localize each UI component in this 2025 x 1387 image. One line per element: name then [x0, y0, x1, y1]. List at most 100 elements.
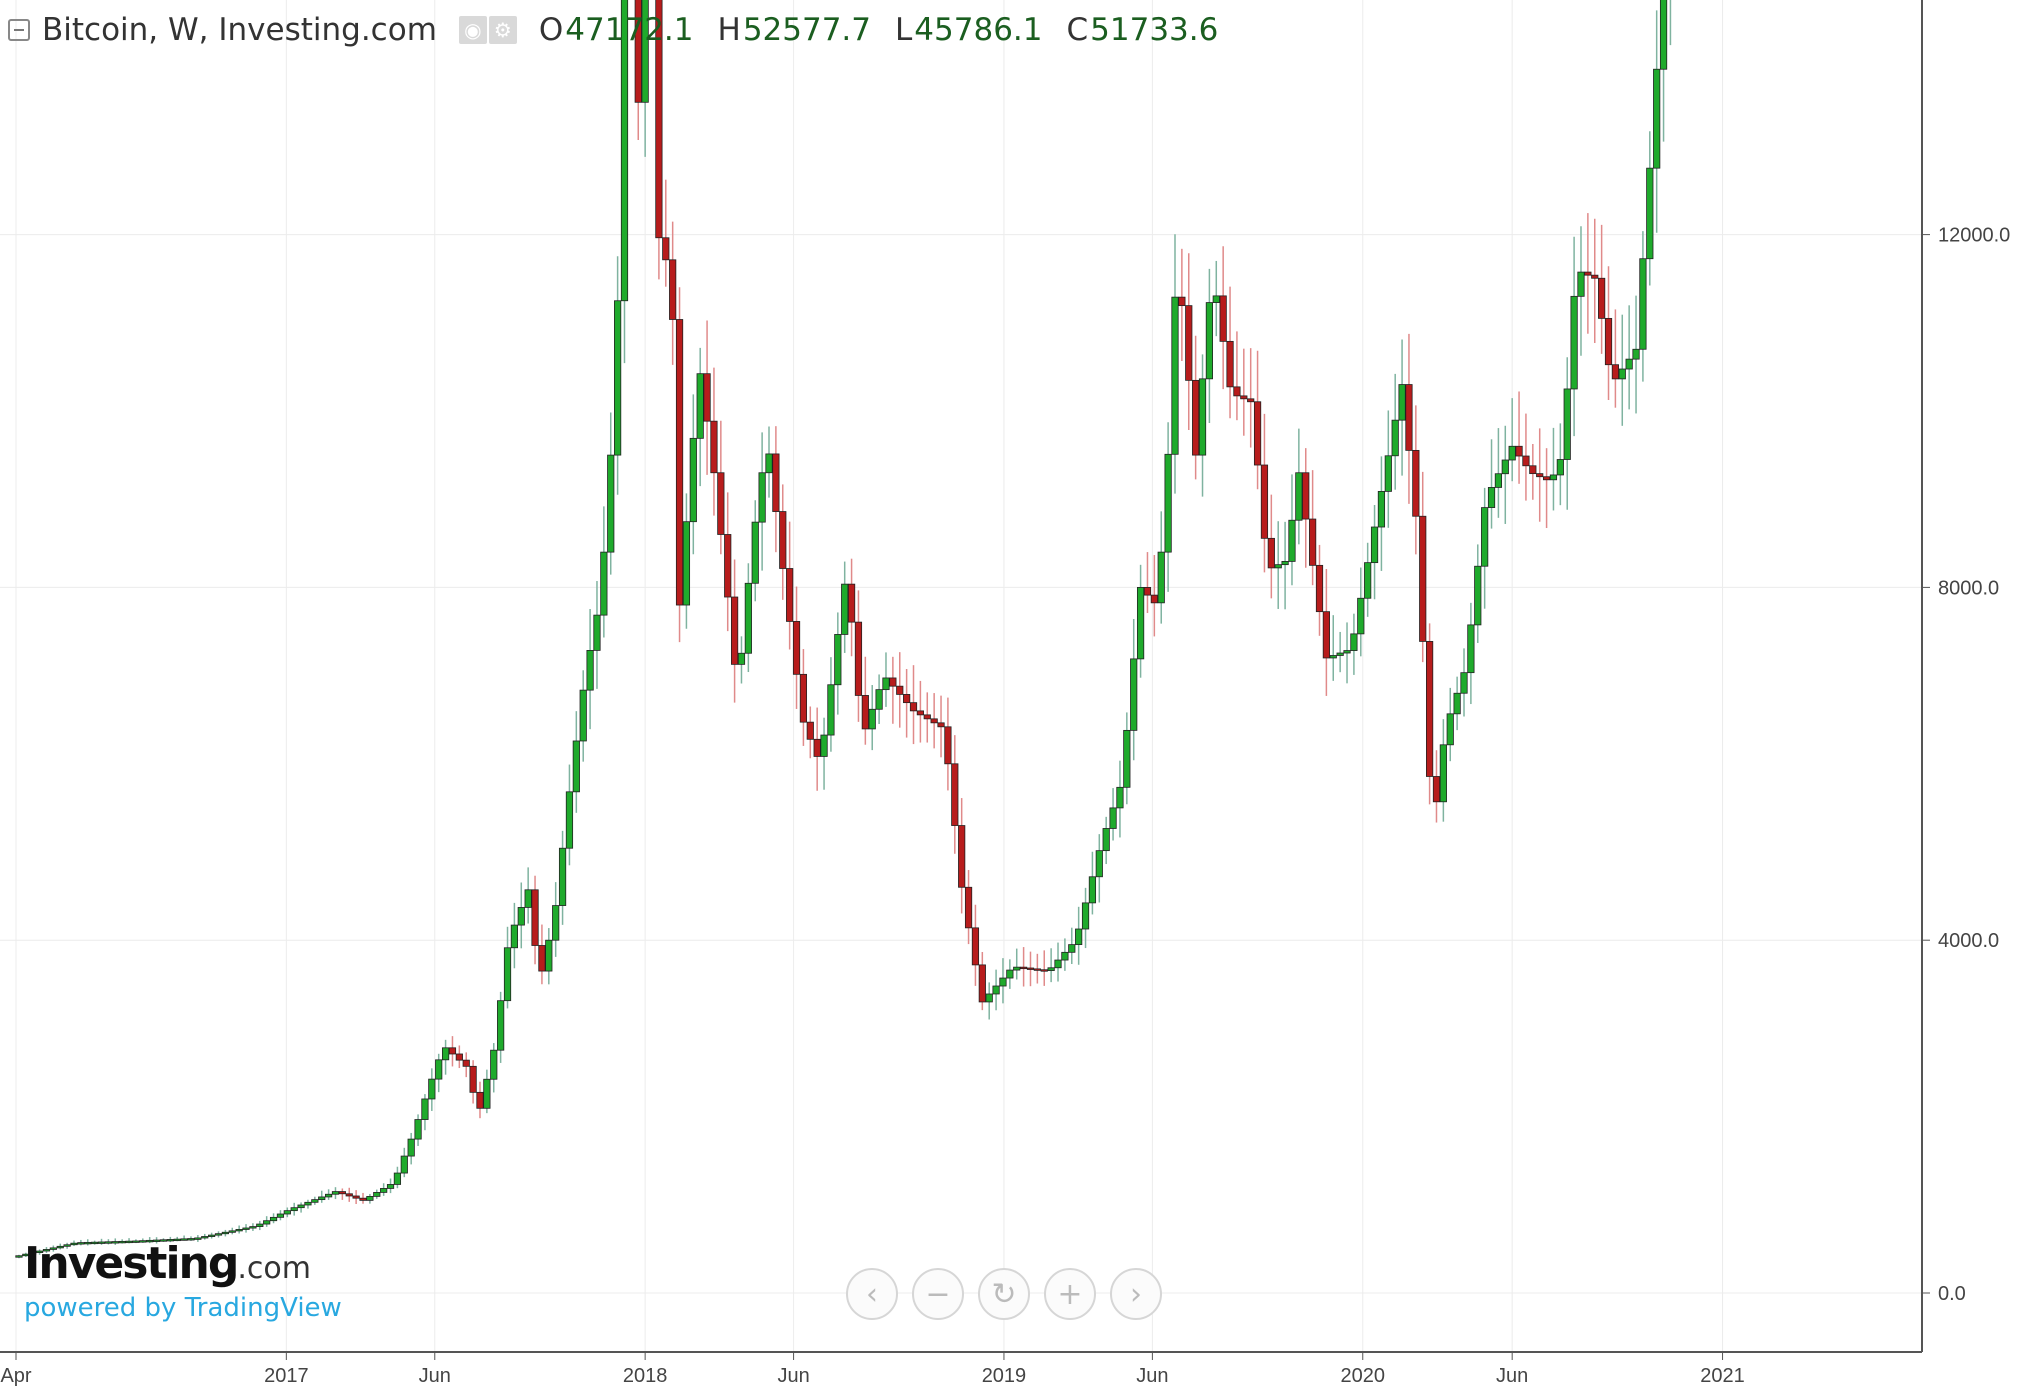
powered-by-tradingview: powered by TradingView — [24, 1293, 342, 1323]
candle-body — [1646, 167, 1654, 260]
reset-chart-button[interactable]: ↻ — [978, 1268, 1030, 1320]
candle — [854, 590, 863, 722]
candle — [1164, 422, 1172, 592]
candle — [834, 612, 842, 715]
eye-icon[interactable]: ◉ — [458, 16, 487, 44]
candle-body — [964, 886, 973, 929]
investing-watermark[interactable]: Investing.com powered by TradingView — [24, 1238, 342, 1323]
candle-body — [1584, 271, 1592, 276]
candle-body — [42, 1249, 51, 1252]
zoom-in-button[interactable]: + — [1044, 1268, 1096, 1320]
candle — [269, 1213, 278, 1224]
symbol-title[interactable]: Bitcoin, W, Investing.com — [42, 12, 437, 48]
candle — [455, 1045, 463, 1069]
candle — [1322, 568, 1330, 696]
candle — [166, 1236, 174, 1243]
scroll-back-button[interactable]: ‹ — [846, 1268, 898, 1320]
candle — [77, 1239, 85, 1246]
candle — [1439, 719, 1447, 822]
candle — [799, 649, 808, 746]
candle-body — [1006, 969, 1014, 979]
candle — [1130, 619, 1138, 761]
candle — [923, 692, 931, 743]
candle-body — [1274, 564, 1282, 569]
candle-body — [386, 1184, 395, 1189]
candle-body — [675, 319, 684, 606]
chart-grid — [0, 0, 1922, 1352]
candle — [1577, 226, 1585, 356]
candle — [290, 1202, 298, 1216]
candle — [1109, 788, 1117, 841]
candle-body — [669, 259, 677, 320]
candle-body — [1481, 507, 1489, 567]
candle-body — [868, 708, 876, 730]
candle — [221, 1229, 229, 1237]
candle-body — [22, 1253, 30, 1257]
candle — [958, 798, 966, 914]
candle — [1391, 373, 1399, 490]
candle-body — [269, 1216, 278, 1222]
candle — [469, 1060, 477, 1104]
candle-body — [944, 726, 952, 765]
candle-body — [1281, 561, 1289, 566]
candle — [1309, 470, 1317, 586]
candle-body — [166, 1239, 174, 1242]
x-tick-label: Jun — [1136, 1365, 1168, 1387]
candle — [600, 506, 608, 638]
candle-body — [214, 1233, 223, 1236]
scroll-forward-button[interactable]: › — [1110, 1268, 1162, 1320]
candle — [985, 982, 993, 1020]
candle-body — [1322, 611, 1330, 659]
candle — [22, 1252, 30, 1257]
candle-body — [841, 583, 849, 635]
candle — [620, 0, 629, 364]
candle — [1006, 959, 1014, 989]
candle — [607, 412, 615, 575]
candle — [1639, 231, 1647, 382]
candle — [462, 1052, 470, 1078]
candle — [593, 581, 601, 689]
candle-body — [29, 1252, 37, 1255]
candle-body — [1192, 379, 1200, 456]
candle — [1212, 260, 1220, 337]
candle-body — [1081, 902, 1090, 930]
candle — [1253, 350, 1262, 490]
candle-body — [1487, 487, 1496, 508]
candle — [1171, 234, 1179, 494]
candle-body — [565, 791, 574, 849]
candlestick-series — [15, 0, 1672, 1259]
candle — [428, 1068, 436, 1111]
candle-body — [421, 1098, 429, 1120]
x-tick-label: Jun — [419, 1365, 451, 1387]
candle — [1233, 331, 1241, 421]
candle-body — [1054, 959, 1062, 969]
collapse-legend-icon[interactable] — [8, 19, 30, 41]
candle-body — [772, 453, 780, 512]
candle — [1570, 236, 1578, 437]
candle-body — [256, 1223, 264, 1227]
candle-body — [916, 710, 924, 716]
candle-body — [1247, 398, 1255, 403]
candle — [125, 1238, 133, 1244]
candle — [84, 1239, 92, 1246]
candle-body — [1329, 655, 1337, 659]
candle-body — [235, 1229, 243, 1232]
candle — [201, 1233, 209, 1240]
zoom-out-button[interactable]: − — [912, 1268, 964, 1320]
candle — [448, 1036, 457, 1067]
candle — [1081, 887, 1090, 949]
candle-body — [221, 1231, 229, 1235]
candle-body — [132, 1240, 140, 1243]
candle-body — [689, 437, 697, 523]
candle-body — [1136, 587, 1145, 660]
candle-body — [1343, 650, 1351, 654]
candle — [49, 1245, 57, 1252]
candle — [373, 1189, 381, 1199]
candle-body — [84, 1241, 92, 1245]
gear-icon[interactable]: ⚙ — [488, 16, 517, 44]
candle — [634, 0, 642, 140]
candle-body — [400, 1155, 408, 1174]
candle-body — [194, 1237, 202, 1240]
candle-body — [765, 453, 773, 474]
